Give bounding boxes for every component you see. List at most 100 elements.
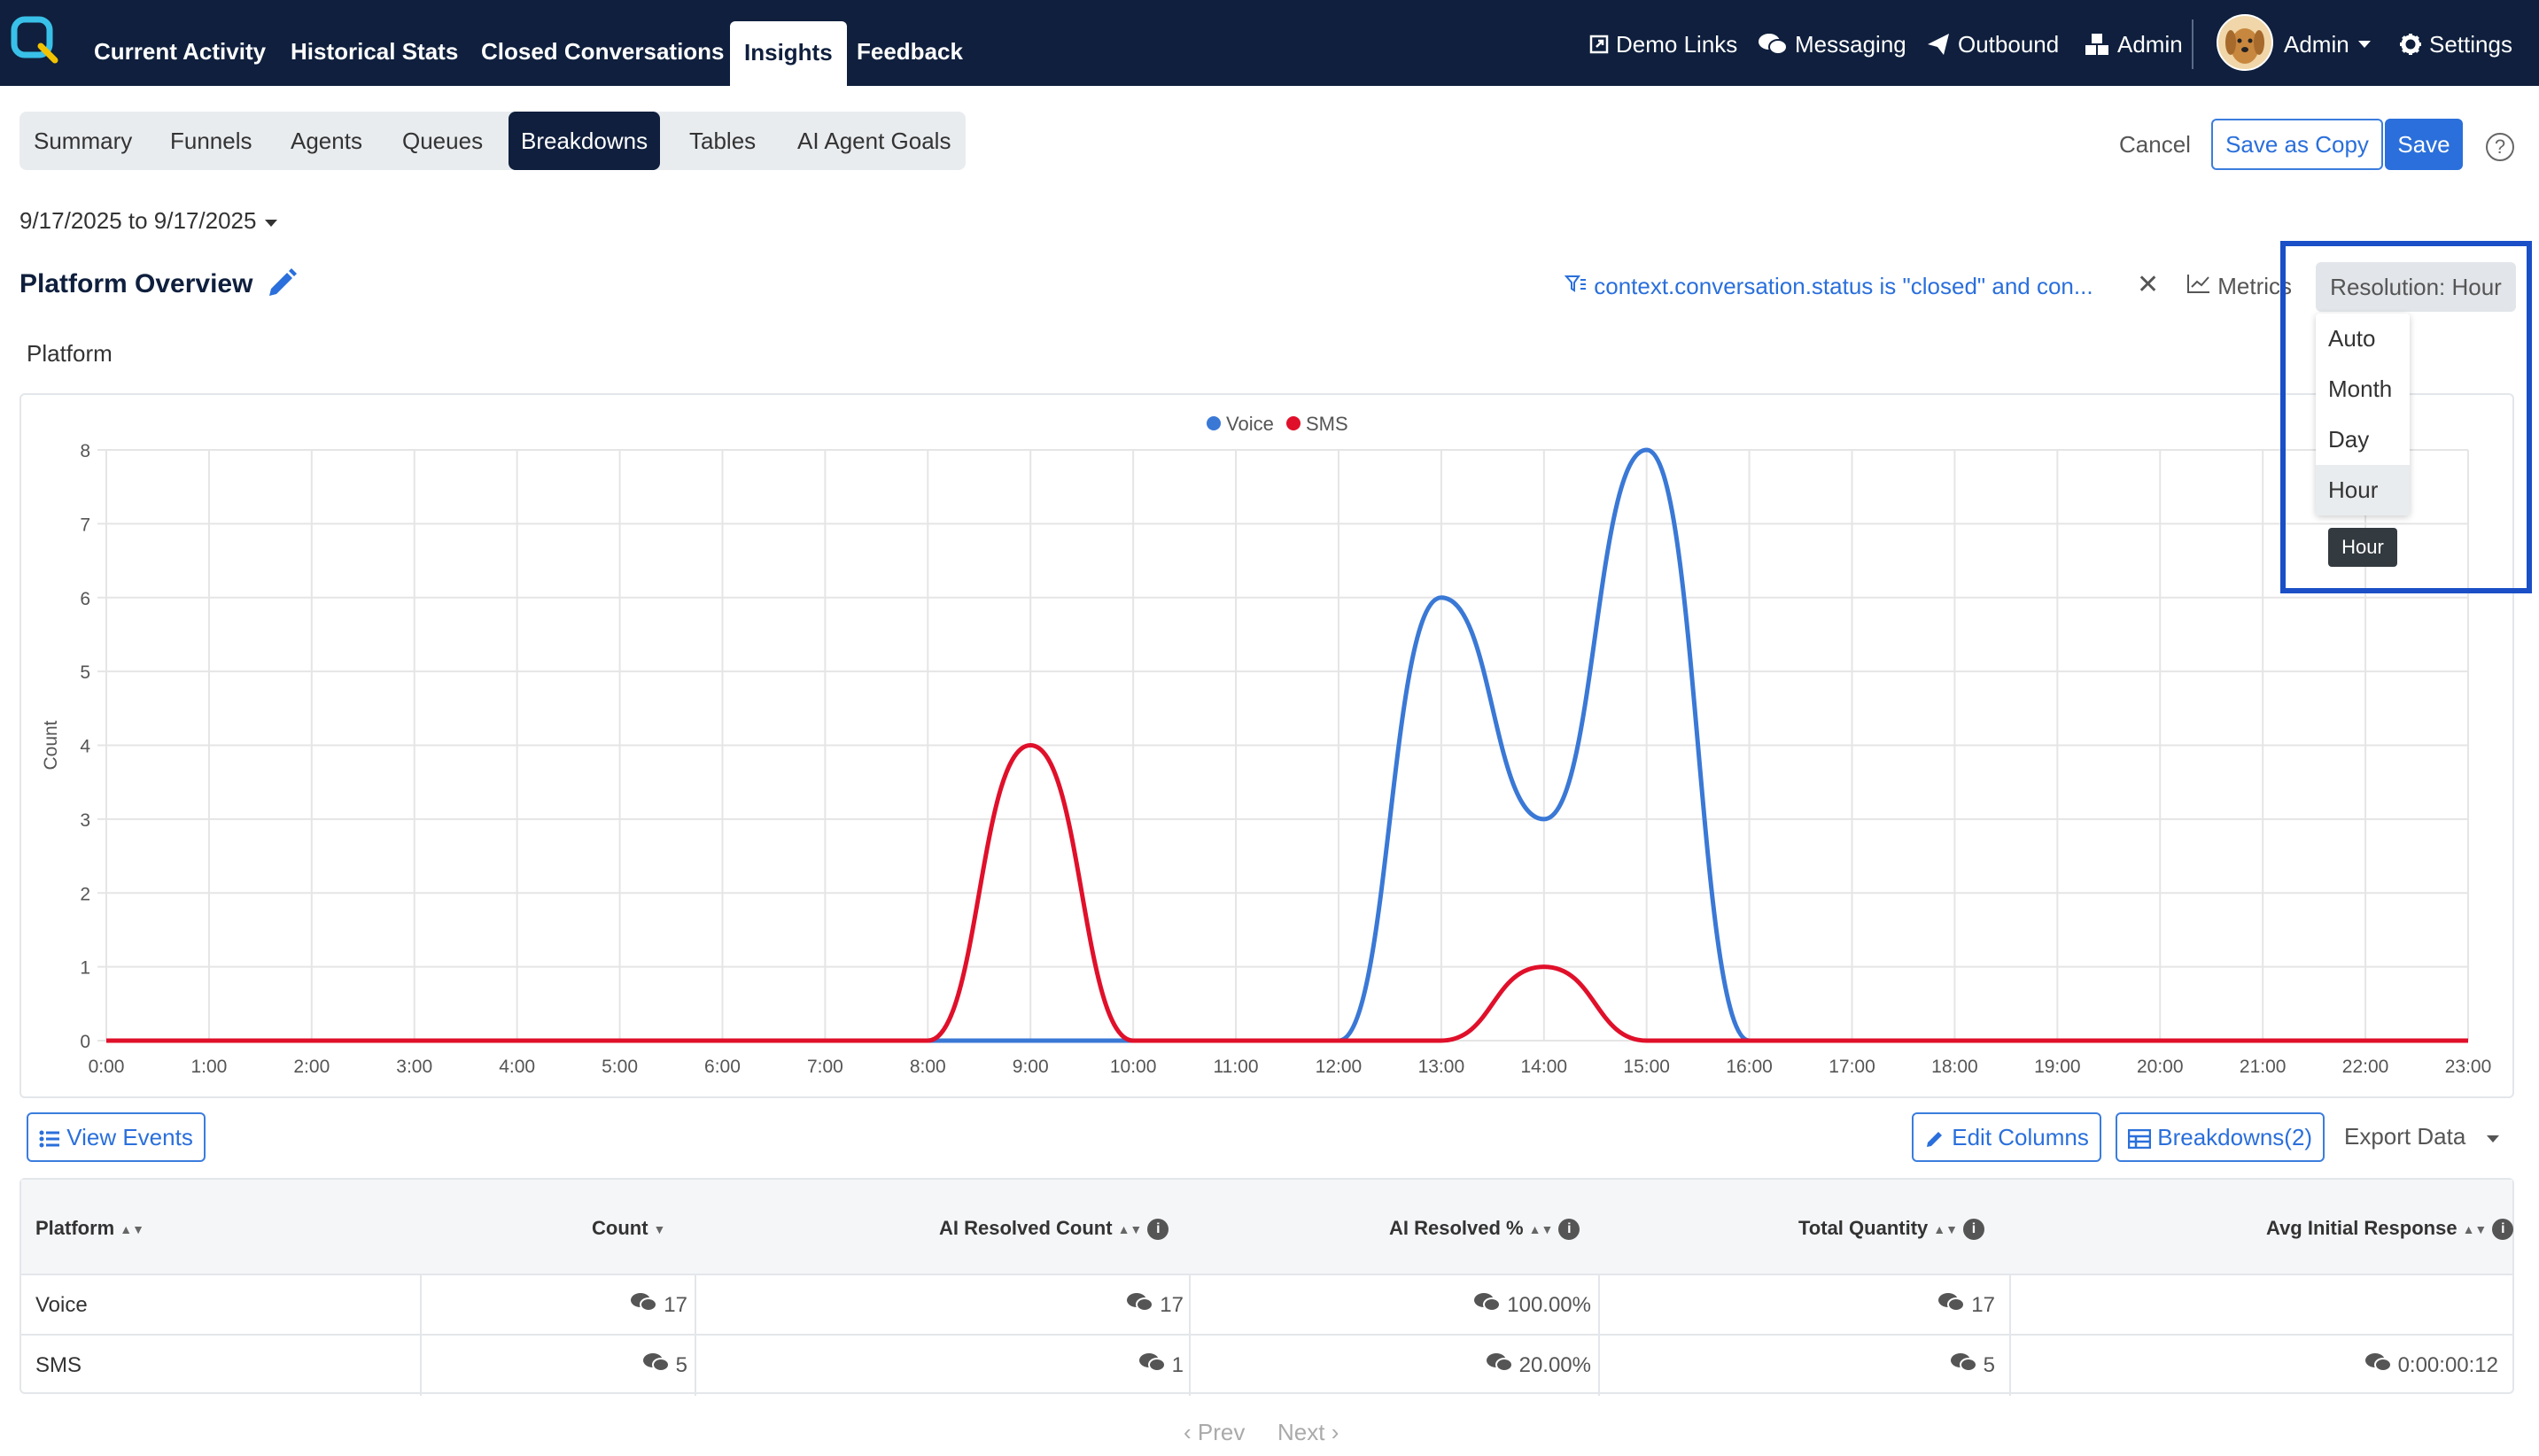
- pencil-icon[interactable]: [262, 266, 299, 303]
- highlight-box: [2280, 241, 2532, 593]
- breakdown-table: Platform ▲▼ Count ▼ AI Resolved Count ▲▼ i A…: [19, 1178, 2514, 1396]
- nav-current-activity[interactable]: Current Activity: [94, 38, 267, 65]
- info-icon[interactable]: i: [1962, 1219, 1984, 1241]
- cancel-button[interactable]: Cancel: [2119, 131, 2191, 158]
- sort-icon: ▲▼: [1117, 1222, 1143, 1237]
- cell-ai-resolved-pct[interactable]: 20.00%: [1486, 1336, 1591, 1396]
- x-tick-label: 21:00: [2240, 1057, 2287, 1077]
- x-tick-label: 7:00: [807, 1057, 843, 1077]
- tab-funnels[interactable]: Funnels: [170, 128, 252, 154]
- nav-divider: [2192, 19, 2193, 69]
- nav-feedback[interactable]: Feedback: [857, 38, 963, 65]
- column-header-platform[interactable]: Platform ▲▼: [35, 1217, 144, 1240]
- column-header-ai-resolved-pct[interactable]: AI Resolved % ▲▼ i: [1389, 1217, 1580, 1241]
- resolution-option-auto[interactable]: Auto: [2328, 325, 2376, 352]
- tab-tables[interactable]: Tables: [689, 128, 757, 154]
- user-menu-toggle[interactable]: Admin: [2284, 27, 2372, 62]
- resolution-option-hour[interactable]: Hour: [2316, 465, 2410, 515]
- next-page-button[interactable]: Next ›: [1277, 1419, 1339, 1445]
- caret-down-icon: [2486, 1135, 2499, 1142]
- pencil-icon: [1927, 1132, 1942, 1148]
- comments-icon: [1937, 1276, 1966, 1336]
- x-tick-label: 6:00: [704, 1057, 741, 1077]
- column-header-ai-resolved-count[interactable]: AI Resolved Count ▲▼ i: [939, 1217, 1169, 1241]
- help-icon[interactable]: ?: [2486, 133, 2514, 161]
- app-logo-icon[interactable]: [11, 16, 60, 66]
- tab-agents[interactable]: Agents: [291, 128, 362, 154]
- table-header: Platform ▲▼ Count ▼ AI Resolved Count ▲▼ i A…: [21, 1180, 2514, 1275]
- cell-count[interactable]: 5: [642, 1336, 687, 1396]
- cell-ai-resolved-count[interactable]: 17: [1126, 1275, 1184, 1336]
- info-icon[interactable]: i: [2492, 1219, 2514, 1241]
- date-range-picker[interactable]: 9/17/2025 to 9/17/2025: [19, 207, 279, 235]
- filter-summary-link[interactable]: context.conversation.status is "closed" …: [1564, 273, 2093, 300]
- cell-divider: [695, 1275, 696, 1336]
- sort-icon: ▲▼: [1933, 1222, 1958, 1237]
- column-header-avg-initial-response[interactable]: Avg Initial Response ▲▼ i: [2266, 1217, 2514, 1241]
- legend-marker-voice: [1207, 416, 1221, 430]
- y-tick-label: 0: [80, 1032, 90, 1052]
- info-icon[interactable]: i: [1147, 1219, 1169, 1241]
- table-row: SMS 5 1 20.00% 5 0:00:00:12: [21, 1336, 2512, 1396]
- column-header-count[interactable]: Count ▼: [592, 1217, 665, 1240]
- tab-queues[interactable]: Queues: [402, 128, 484, 154]
- clear-filter-close-icon[interactable]: ✕: [2137, 270, 2160, 299]
- save-button[interactable]: Save: [2385, 119, 2463, 170]
- nav-historical-stats[interactable]: Historical Stats: [291, 38, 459, 65]
- chart-panel: [19, 393, 2514, 1098]
- export-data-label: Export Data: [2344, 1123, 2466, 1150]
- export-data-dropdown[interactable]: Export Data: [2344, 1123, 2501, 1150]
- tab-breakdowns[interactable]: Breakdowns: [509, 112, 661, 170]
- info-icon[interactable]: i: [1558, 1219, 1580, 1241]
- comments-icon: [1138, 1336, 1167, 1397]
- legend-label-voice: Voice: [1226, 413, 1274, 435]
- y-tick-label: 6: [80, 589, 90, 609]
- save-as-copy-button[interactable]: Save as Copy: [2211, 119, 2383, 170]
- x-tick-label: 14:00: [1521, 1057, 1568, 1077]
- sort-icon: ▲▼: [1528, 1222, 1554, 1237]
- cell-platform: Voice: [35, 1293, 88, 1317]
- tab-ai-agent-goals[interactable]: AI Agent Goals: [797, 128, 951, 154]
- admin-label: Admin: [2117, 31, 2183, 58]
- comments-icon: [1473, 1276, 1502, 1336]
- y-tick-label: 8: [80, 441, 90, 461]
- page-title: Platform Overview: [19, 269, 253, 298]
- cell-ai-resolved-count[interactable]: 1: [1138, 1336, 1184, 1396]
- table-row: Voice 17 17 100.00% 17: [21, 1275, 2512, 1336]
- cell-avg-initial-response[interactable]: 0:00:00:12: [2364, 1336, 2498, 1396]
- edit-columns-button[interactable]: Edit Columns: [1912, 1112, 2101, 1162]
- breakdowns-button[interactable]: Breakdowns(2): [2116, 1112, 2325, 1162]
- resolution-option-month[interactable]: Month: [2328, 376, 2393, 402]
- comments-icon: [630, 1276, 658, 1336]
- x-tick-label: 17:00: [1829, 1057, 1875, 1077]
- comments-icon: [1486, 1336, 1514, 1397]
- prev-page-button[interactable]: ‹ Prev: [1184, 1419, 1246, 1445]
- cell-total-quantity[interactable]: 17: [1937, 1275, 1995, 1336]
- cell-count[interactable]: 17: [630, 1275, 687, 1336]
- x-tick-label: 23:00: [2445, 1057, 2492, 1077]
- admin-link[interactable]: Admin: [2084, 27, 2183, 62]
- view-events-button[interactable]: View Events: [27, 1112, 206, 1162]
- outbound-label: Outbound: [1958, 31, 2060, 58]
- resolution-menu: Auto Month Day Hour: [2316, 314, 2410, 515]
- gear-icon: [2400, 34, 2421, 55]
- messaging-link[interactable]: Messaging: [1758, 27, 1906, 62]
- resolution-option-day[interactable]: Day: [2328, 426, 2370, 453]
- column-header-total-quantity[interactable]: Total Quantity ▲▼ i: [1798, 1217, 1984, 1241]
- dog-avatar-icon: [2225, 28, 2264, 64]
- avatar[interactable]: [2217, 14, 2273, 71]
- nav-insights[interactable]: Insights: [730, 21, 847, 86]
- cell-divider: [695, 1336, 696, 1396]
- line-chart-icon: [2187, 275, 2209, 293]
- nav-closed-conversations[interactable]: Closed Conversations: [481, 38, 725, 65]
- tab-summary[interactable]: Summary: [34, 128, 133, 154]
- settings-link[interactable]: Settings: [2399, 27, 2512, 62]
- cell-ai-resolved-pct[interactable]: 100.00%: [1473, 1275, 1591, 1336]
- resolution-dropdown-button[interactable]: Resolution: Hour: [2316, 262, 2516, 312]
- metrics-button[interactable]: Metrics: [2186, 273, 2292, 300]
- cell-total-quantity[interactable]: 5: [1950, 1336, 1995, 1396]
- cell-value: 5: [1983, 1353, 1995, 1377]
- demo-links-link[interactable]: Demo Links: [1589, 27, 1737, 62]
- outbound-link[interactable]: Outbound: [1926, 27, 2059, 62]
- view-events-label: View Events: [66, 1124, 193, 1150]
